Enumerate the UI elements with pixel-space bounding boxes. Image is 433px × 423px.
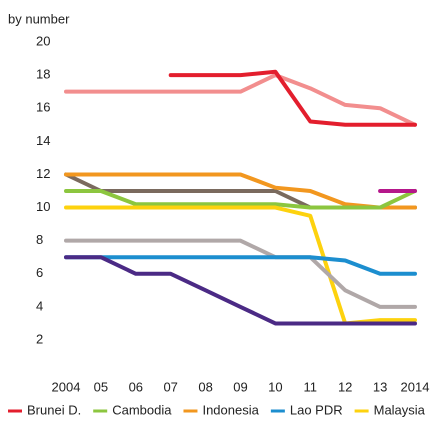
chart-subtitle: by number: [8, 11, 70, 26]
y-tick-label: 16: [36, 100, 50, 115]
x-tick-label: 08: [198, 379, 212, 394]
series-line: [64, 73, 417, 127]
series-line: [168, 69, 417, 127]
y-tick-label: 14: [36, 133, 50, 148]
legend-label: Malaysia: [374, 402, 426, 417]
x-tick-label: 09: [233, 379, 247, 394]
x-tick-label: 2014: [401, 379, 430, 394]
legend-label: Lao PDR: [290, 402, 343, 417]
x-tick-label: 11: [304, 379, 318, 394]
x-tick-label: 12: [338, 379, 352, 394]
y-tick-label: 4: [36, 298, 43, 313]
x-tick-label: 06: [129, 379, 143, 394]
y-tick-label: 2: [36, 331, 43, 346]
series-line: [64, 255, 417, 326]
y-tick-label: 10: [36, 199, 50, 214]
x-tick-label: 13: [373, 379, 387, 394]
y-tick-label: 18: [36, 67, 50, 82]
series-line: [64, 172, 417, 210]
series-line: [64, 255, 417, 276]
series-line: [64, 238, 417, 309]
legend-label: Cambodia: [112, 402, 172, 417]
y-tick-label: 6: [36, 265, 43, 280]
y-tick-label: 12: [36, 166, 50, 181]
x-tick-label: 2004: [52, 379, 81, 394]
x-tick-label: 05: [94, 379, 108, 394]
x-tick-label: 07: [163, 379, 177, 394]
y-tick-label: 20: [36, 33, 50, 48]
series-line: [64, 189, 417, 210]
y-tick-label: 8: [36, 232, 43, 247]
legend-label: Indonesia: [202, 402, 259, 417]
legend-label: Brunei D.: [27, 402, 81, 417]
x-tick-label: 10: [268, 379, 282, 394]
